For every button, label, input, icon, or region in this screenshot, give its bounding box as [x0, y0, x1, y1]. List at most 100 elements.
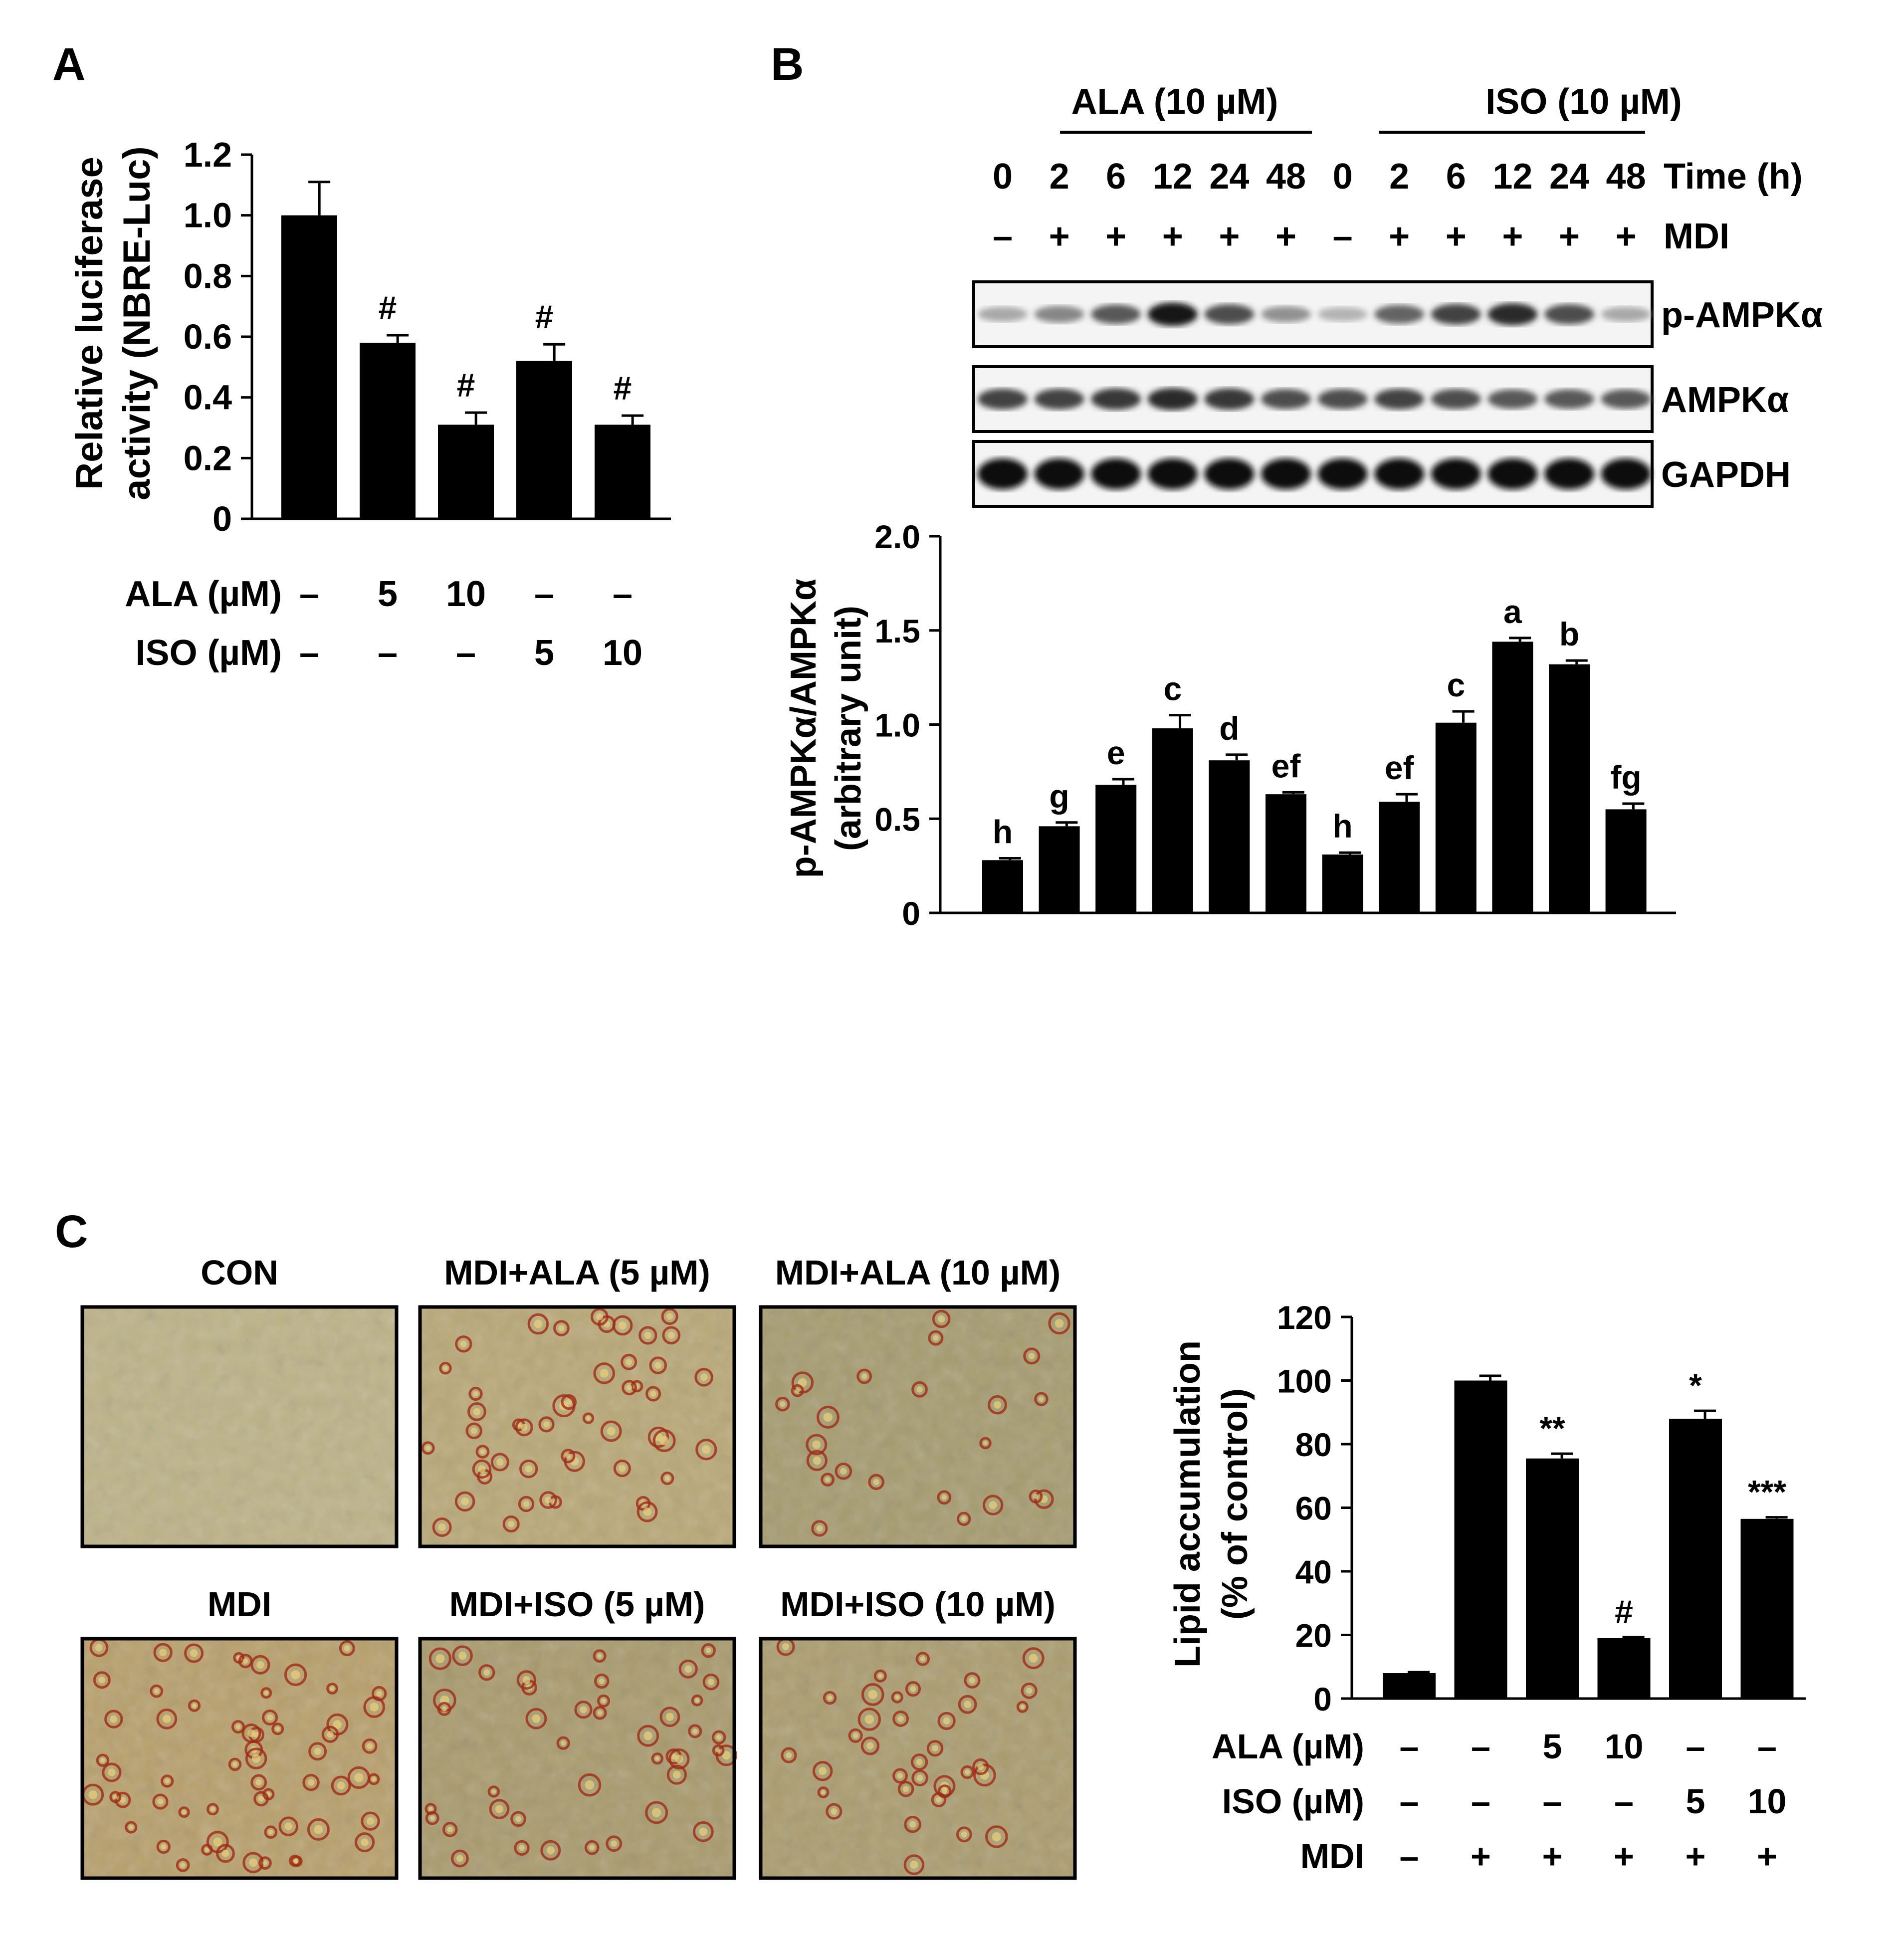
lipid-droplet-core [702, 1445, 711, 1454]
lipid-droplet-core [545, 1497, 552, 1504]
lipid-droplet-core [600, 1369, 609, 1378]
lipid-droplet-core [161, 1844, 167, 1850]
panel-c-chart: 0 20 40 60 80 100 120 Lipid accumulation (% of… [1168, 1299, 1806, 1876]
lipid-droplet-core [938, 1315, 945, 1323]
lipid-droplet-core [936, 1797, 942, 1803]
lipid-droplet-core [716, 1748, 721, 1753]
lipid-droplet [439, 1362, 452, 1375]
lipid-droplet-core [852, 1732, 858, 1738]
lipid-droplet-core [643, 1507, 651, 1516]
micrograph-frame [759, 1637, 1077, 1880]
panel-c-ytick-label: 60 [1295, 1490, 1332, 1527]
lipid-droplet-core [256, 1661, 264, 1669]
mdi-lane-label: + [1616, 216, 1637, 256]
panel-c-ylabel-line1: Lipid accumulation [1168, 1340, 1208, 1668]
lipid-droplet [928, 1330, 944, 1346]
lipid-droplet-core [780, 1401, 786, 1407]
mdi-row-label: MDI [1664, 216, 1729, 256]
time-lane-label: 12 [1492, 157, 1532, 197]
lipid-droplet-core [372, 1777, 376, 1781]
blot-band [1601, 389, 1651, 409]
panel-a-row-value: 10 [446, 574, 486, 614]
panel-a-ytick-label: 0.2 [184, 438, 232, 477]
lipid-droplet-core [515, 1816, 522, 1822]
blot-band [1487, 303, 1538, 326]
panel-b-ylabel-line1: p-AMPKα/AMPKα [784, 579, 824, 878]
panel-a-row-value: – [299, 574, 319, 614]
lipid-droplet-core [941, 1495, 947, 1501]
lipid-droplet-core [546, 1846, 555, 1855]
micrograph-frame [418, 1305, 736, 1548]
lipid-droplet [250, 1774, 267, 1791]
lipid-droplet [712, 1744, 725, 1757]
lipid-droplet [631, 1380, 643, 1393]
lipid-droplet-core [699, 1827, 708, 1836]
lipid-droplet-core [1039, 1396, 1044, 1402]
lipid-droplet [96, 1753, 110, 1767]
panel-a-chart: 00.20.40.60.81.01.2 Relative luciferase … [68, 135, 671, 673]
lipid-droplet [178, 1806, 190, 1818]
panel-a-ytick-label: 0.6 [184, 317, 232, 356]
lipid-droplet [988, 1395, 1007, 1415]
lipid-droplet-core [443, 1366, 448, 1371]
lipid-droplet-core [585, 1780, 595, 1790]
lipid-droplet-core [367, 1743, 373, 1749]
lipid-droplet-core [920, 1656, 926, 1662]
blot-band [1261, 306, 1311, 323]
lipid-droplet-core [180, 1862, 186, 1868]
lipid-droplet-core [108, 1768, 116, 1776]
panel-a-ytick-label: 1.0 [184, 196, 232, 235]
lipid-droplet [1029, 1489, 1043, 1504]
lipid-droplet-core [695, 1698, 699, 1703]
panel-c-bar-annotation: ** [1539, 1410, 1565, 1447]
lipid-droplet [153, 1643, 173, 1662]
lipid-droplet [964, 1672, 981, 1689]
lipid-droplet [184, 1643, 204, 1663]
lipid-droplet [278, 1816, 299, 1836]
panel-b-bar-annotation: g [1049, 778, 1069, 815]
lipid-droplet-core [659, 1436, 669, 1446]
lipid-droplet [487, 1785, 500, 1798]
panel-a-row-label: ISO (µM) [136, 633, 282, 673]
mdi-lane-label: + [1389, 216, 1410, 256]
lipid-droplet-core [672, 1770, 681, 1779]
lipid-droplet-core [354, 1773, 364, 1782]
lipid-droplet-core [157, 1798, 164, 1805]
lipid-droplet [421, 1441, 435, 1455]
lipid-droplet [661, 1307, 678, 1325]
lipid-droplet-core [821, 1790, 826, 1795]
panel-c-bar-annotation: *** [1748, 1474, 1786, 1510]
blot-band [1374, 389, 1425, 410]
lipid-droplet [442, 1822, 458, 1837]
panel-c-row-value: – [1400, 1727, 1419, 1766]
micrograph-texture [82, 1639, 397, 1878]
lipid-droplet-core [292, 1858, 297, 1863]
lipid-droplet [258, 1856, 272, 1870]
lipid-droplet [636, 1501, 658, 1522]
lipid-droplet-core [441, 1706, 447, 1712]
time-lane-label: 48 [1606, 157, 1646, 197]
blot-band [1204, 304, 1255, 325]
lipid-droplet-core [543, 1421, 550, 1428]
lipid-droplet [621, 1353, 637, 1370]
panel-c-row-label: MDI [1300, 1837, 1364, 1876]
lipid-droplet-core [586, 1416, 591, 1421]
lipid-droplet-core [619, 1465, 626, 1472]
lipid-droplet-core [247, 1729, 255, 1737]
panel-a-bar-annotation: # [535, 298, 554, 335]
lipid-droplet [238, 1654, 253, 1669]
panel-c-row-value: – [1471, 1727, 1490, 1766]
lipid-droplet [114, 1791, 131, 1808]
lipid-droplet [926, 1740, 944, 1757]
lipid-droplet-core [266, 1714, 273, 1721]
lipid-droplet [873, 1669, 887, 1683]
lipid-droplet [660, 1472, 674, 1485]
lipid-droplet [452, 1645, 473, 1666]
blot-band [1601, 307, 1651, 322]
lipid-droplet [161, 1774, 174, 1788]
lipid-droplet-core [438, 1523, 446, 1531]
lipid-droplet-core [798, 1378, 807, 1387]
lipid-droplet-core [993, 1401, 1002, 1409]
panel-c: CON MDI+ALA (5 µM) MDI+ALA (10 µM)MDI MDI+I… [80, 1253, 1806, 1880]
